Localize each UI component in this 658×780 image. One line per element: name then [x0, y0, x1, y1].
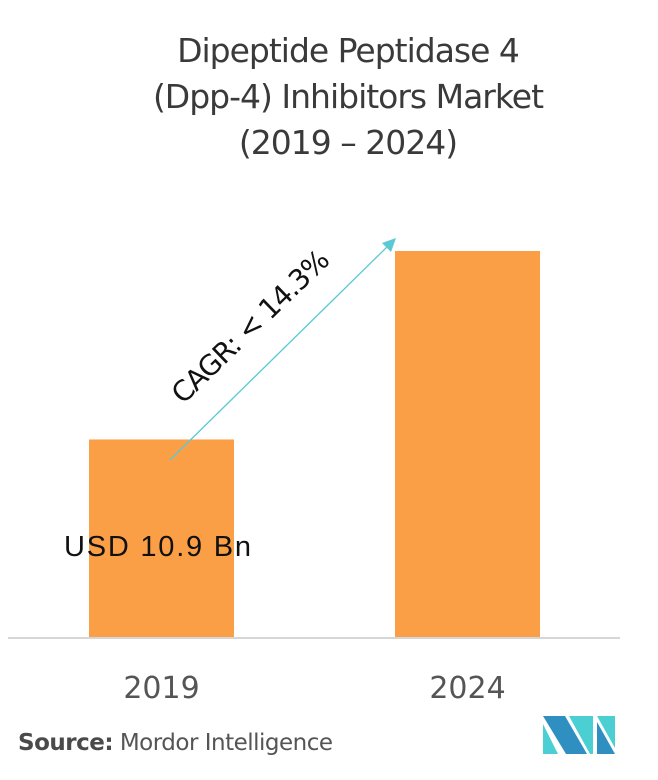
bar-2024 [395, 251, 540, 637]
value-label-2019: USD 10.9 Bn [64, 531, 251, 563]
cagr-arrow [169, 238, 396, 461]
source-footer: Source: Mordor Intelligence [18, 730, 333, 756]
source-label: Source: [18, 730, 114, 756]
title-line-3: (2019 – 2024) [238, 123, 458, 162]
title-line-2: (Dpp-4) Inhibitors Market [152, 77, 544, 116]
logo-part-4 [569, 716, 593, 754]
logo-part-2 [543, 716, 587, 754]
chart-title: Dipeptide Peptidase 4 (Dpp-4) Inhibitors… [0, 28, 658, 166]
cagr-arrow-line [169, 245, 389, 461]
bar-2019 [89, 439, 234, 637]
title-line-1: Dipeptide Peptidase 4 [177, 31, 520, 70]
cagr-arrow-head [382, 238, 396, 252]
bar-chart: 2019 USD 10.9 Bn 2024 CAGR: < 14.3% [8, 238, 620, 706]
logo-part-6 [597, 722, 615, 754]
x-tick-label-2019: 2019 [123, 671, 199, 706]
logo-part-5 [597, 716, 615, 748]
x-tick-label-2024: 2024 [429, 671, 505, 706]
mordor-logo [543, 716, 615, 754]
cagr-annotation: CAGR: < 14.3% [165, 244, 336, 411]
source-name: Mordor Intelligence [119, 730, 333, 756]
logo-part-3 [543, 724, 558, 754]
